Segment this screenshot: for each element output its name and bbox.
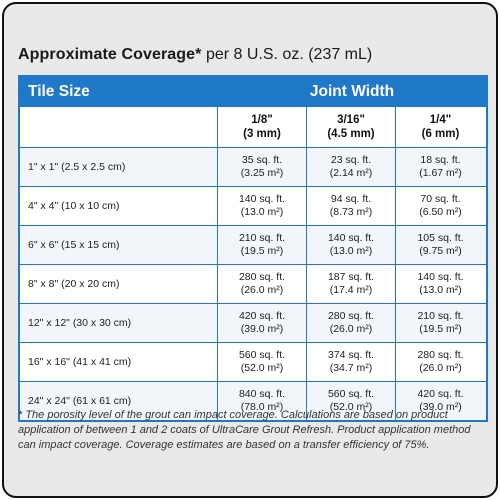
- table-row: 8" x 8" (20 x 20 cm) 280 sq. ft. (26.0 m²)…: [20, 264, 486, 303]
- column-header-1-8: 1/8" (3 mm): [218, 107, 307, 147]
- coverage-sqm: (19.5 m²): [419, 323, 462, 335]
- coverage-cell: 210 sq. ft. (19.5 m²): [218, 226, 307, 264]
- tile-size-cell: 4" x 4" (10 x 10 cm): [20, 187, 218, 225]
- column-metric: (3 mm): [243, 128, 281, 140]
- coverage-cell: 18 sq. ft. (1.67 m²): [396, 148, 485, 186]
- coverage-title-rest: per 8 U.S. oz. (237 mL): [201, 46, 373, 63]
- table-header: Tile Size Joint Width: [20, 77, 486, 107]
- coverage-sqm: (13.0 m²): [329, 245, 373, 257]
- column-label: 1/8": [251, 114, 273, 126]
- coverage-title: Approximate Coverage* per 8 U.S. oz. (23…: [18, 46, 372, 64]
- table-row: 16" x 16" (41 x 41 cm) 560 sq. ft. (52.0 m…: [20, 342, 486, 381]
- coverage-cell: 23 sq. ft. (2.14 m²): [307, 148, 396, 186]
- column-header-blank: [20, 107, 218, 147]
- coverage-title-bold: Approximate Coverage*: [18, 46, 202, 63]
- coverage-sqm: (52.0 m²): [240, 362, 284, 374]
- coverage-cell: 94 sq. ft. (8.73 m²): [307, 187, 396, 225]
- coverage-cell: 374 sq. ft. (34.7 m²): [307, 343, 396, 381]
- coverage-sqft: 420 sq. ft.: [417, 388, 464, 400]
- coverage-sqft: 374 sq. ft.: [327, 349, 375, 361]
- coverage-cell: 560 sq. ft. (52.0 m²): [307, 382, 396, 420]
- coverage-sqm: (6.50 m²): [419, 206, 462, 218]
- tile-size-cell: 1" x 1" (2.5 x 2.5 cm): [20, 148, 218, 186]
- coverage-sqft: 560 sq. ft.: [327, 388, 375, 400]
- coverage-sqft: 18 sq. ft.: [420, 154, 461, 166]
- table-row: 4" x 4" (10 x 10 cm) 140 sq. ft. (13.0 m²)…: [20, 186, 486, 225]
- tile-size-cell: 16" x 16" (41 x 41 cm): [20, 343, 218, 381]
- coverage-sqm: (9.75 m²): [419, 245, 462, 257]
- coverage-sqm: (8.73 m²): [329, 206, 373, 218]
- coverage-sqft: 280 sq. ft.: [417, 349, 464, 361]
- column-label: 3/16": [337, 114, 365, 126]
- coverage-sqft: 140 sq. ft.: [417, 271, 464, 283]
- coverage-sqft: 35 sq. ft.: [241, 154, 283, 166]
- coverage-sqft: 140 sq. ft.: [238, 193, 286, 205]
- coverage-cell: 140 sq. ft. (13.0 m²): [307, 226, 396, 264]
- table-row: 24" x 24" (61 x 61 cm) 840 sq. ft. (78.0 m…: [20, 381, 486, 420]
- column-header-3-16: 3/16" (4.5 mm): [307, 107, 396, 147]
- coverage-sqm: (78.0 m²): [240, 401, 284, 413]
- coverage-sqft: 94 sq. ft.: [330, 193, 372, 205]
- tile-size-cell: 8" x 8" (20 x 20 cm): [20, 265, 218, 303]
- coverage-sqft: 105 sq. ft.: [417, 232, 464, 244]
- coverage-sqm: (13.0 m²): [419, 284, 462, 296]
- coverage-cell: 70 sq. ft. (6.50 m²): [396, 187, 485, 225]
- coverage-sqft: 420 sq. ft.: [238, 310, 286, 322]
- coverage-sqm: (34.7 m²): [329, 362, 373, 374]
- coverage-sqft: 560 sq. ft.: [238, 349, 286, 361]
- table-row: 6" x 6" (15 x 15 cm) 210 sq. ft. (19.5 m²)…: [20, 225, 486, 264]
- coverage-sqft: 210 sq. ft.: [238, 232, 286, 244]
- coverage-footnote: * The porosity level of the grout can im…: [18, 409, 471, 451]
- header-joint-width: Joint Width: [309, 83, 395, 100]
- coverage-cell: 35 sq. ft. (3.25 m²): [218, 148, 307, 186]
- coverage-sqm: (26.0 m²): [329, 323, 373, 335]
- coverage-cell: 420 sq. ft. (39.0 m²): [396, 382, 485, 420]
- tile-size-cell: 12" x 12" (30 x 30 cm): [20, 304, 218, 342]
- coverage-sqm: (17.4 m²): [329, 284, 373, 296]
- coverage-sqft: 140 sq. ft.: [327, 232, 375, 244]
- coverage-cell: 210 sq. ft. (19.5 m²): [396, 304, 485, 342]
- coverage-sqm: (19.5 m²): [240, 245, 284, 257]
- table-row: 1" x 1" (2.5 x 2.5 cm) 35 sq. ft. (3.25 m²…: [20, 147, 486, 186]
- coverage-sqm: (39.0 m²): [419, 401, 462, 413]
- column-header-row: 1/8" (3 mm) 3/16" (4.5 mm) 1/4" (6 mm): [20, 107, 486, 147]
- coverage-sqm: (13.0 m²): [240, 206, 284, 218]
- coverage-sqft: 23 sq. ft.: [330, 154, 372, 166]
- coverage-cell: 105 sq. ft. (9.75 m²): [396, 226, 485, 264]
- coverage-sqft: 187 sq. ft.: [327, 271, 375, 283]
- coverage-sqft: 210 sq. ft.: [417, 310, 464, 322]
- coverage-sqft: 280 sq. ft.: [327, 310, 375, 322]
- coverage-cell: 840 sq. ft. (78.0 m²): [218, 382, 307, 420]
- tile-size-cell: 6" x 6" (15 x 15 cm): [20, 226, 218, 264]
- coverage-sqft: 280 sq. ft.: [238, 271, 286, 283]
- coverage-sqm: (26.0 m²): [419, 362, 462, 374]
- coverage-cell: 280 sq. ft. (26.0 m²): [307, 304, 396, 342]
- column-header-1-4: 1/4" (6 mm): [396, 107, 485, 147]
- coverage-cell: 140 sq. ft. (13.0 m²): [218, 187, 307, 225]
- coverage-sqm: (52.0 m²): [329, 401, 373, 413]
- coverage-sqft: 840 sq. ft.: [238, 388, 286, 400]
- coverage-cell: 420 sq. ft. (39.0 m²): [218, 304, 307, 342]
- coverage-sqft: 70 sq. ft.: [420, 193, 461, 205]
- table-body: 1/8" (3 mm) 3/16" (4.5 mm) 1/4" (6 mm) 1…: [20, 107, 486, 420]
- column-metric: (6 mm): [421, 128, 460, 140]
- coverage-sqm: (1.67 m²): [419, 167, 462, 179]
- coverage-cell: 280 sq. ft. (26.0 m²): [218, 265, 307, 303]
- coverage-cell: 560 sq. ft. (52.0 m²): [218, 343, 307, 381]
- coverage-sqm: (26.0 m²): [240, 284, 284, 296]
- coverage-cell: 140 sq. ft. (13.0 m²): [396, 265, 485, 303]
- header-tile-size: Tile Size: [28, 83, 90, 100]
- coverage-table: Tile Size Joint Width 1/8" (3 mm) 3/16" …: [18, 75, 488, 422]
- coverage-sqm: (3.25 m²): [240, 167, 284, 179]
- tile-size-cell: 24" x 24" (61 x 61 cm): [20, 382, 218, 420]
- coverage-cell: 187 sq. ft. (17.4 m²): [307, 265, 396, 303]
- table-row: 12" x 12" (30 x 30 cm) 420 sq. ft. (39.0 m…: [20, 303, 486, 342]
- coverage-cell: 280 sq. ft. (26.0 m²): [396, 343, 485, 381]
- coverage-sqm: (39.0 m²): [240, 323, 284, 335]
- coverage-sqm: (2.14 m²): [329, 167, 373, 179]
- column-label: 1/4": [429, 114, 452, 126]
- column-metric: (4.5 mm): [327, 128, 375, 140]
